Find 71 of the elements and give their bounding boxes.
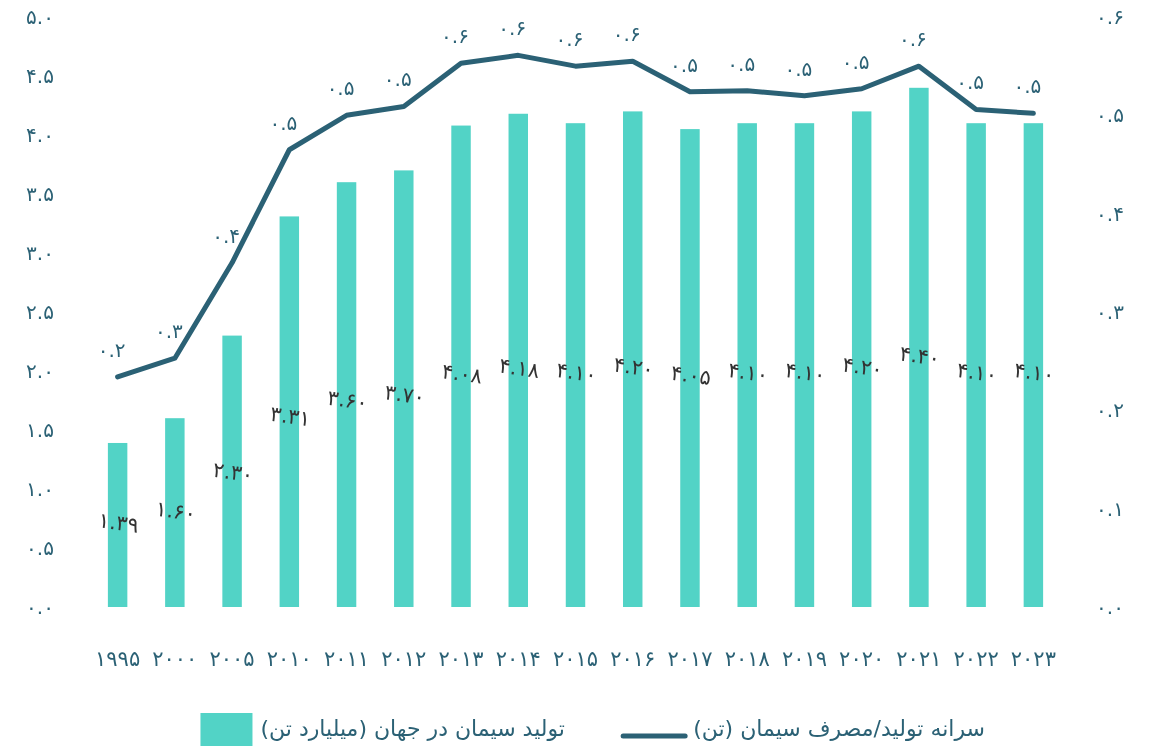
data-label: ۰.۶ [441,24,469,49]
x-tick-label: ۲۰۱۷ [667,647,713,671]
data-label: ۴.۰۸ [440,359,484,389]
y-tick-label: ۴.۵ [26,64,54,88]
y2-tick-label: ۰.۲ [1096,398,1124,423]
y-tick-label: ۲.۰ [26,359,54,383]
y2-tick-label: ۰.۳ [1096,300,1125,324]
y2-tick-label: ۰.۱ [1096,496,1124,521]
data-label: ۰.۵ [269,110,298,135]
y-tick-label: ۱.۵ [26,418,54,442]
data-label: ۰.۶ [498,16,527,41]
y-tick-label: ۲.۵ [26,300,54,324]
x-tick-label: ۲۰۲۳ [1010,647,1056,671]
x-tick-label: ۲۰۱۲ [381,647,427,671]
y-tick-label: ۳.۵ [26,182,54,206]
y2-tick-label: ۰.۰ [1096,595,1124,619]
data-label: ۴.۱۰ [726,357,770,388]
data-label: ۴.۴۰ [898,341,942,371]
x-tick-label: ۲۰۱۶ [610,647,656,671]
y-tick-label: ۵.۰ [26,5,54,29]
x-tick-label: ۲۰۲۱ [896,647,942,671]
data-label: ۰.۵ [784,56,813,81]
data-label: ۴.۱۰ [955,357,999,388]
x-tick-label: ۱۹۹۵ [95,647,141,671]
data-label: ۰.۵ [326,76,355,101]
data-label: ۰.۳ [154,319,184,344]
data-label: ۳.۶۰ [325,385,370,416]
data-label: ۳.۳۱ [268,401,313,432]
data-label: ۴.۱۰ [1012,357,1057,388]
y-tick-label: ۴.۰ [26,123,54,147]
data-label: ۰.۶ [612,22,641,47]
x-tick-label: ۲۰۱۱ [324,647,370,671]
data-label: ۳.۷۰ [383,380,427,410]
data-label: ۴.۲۰ [611,352,656,382]
data-label: ۴.۱۰ [783,357,828,388]
x-tick-label: ۲۰۱۸ [724,647,770,671]
y-tick-label: ۰.۰ [26,595,54,619]
data-label: ۴.۱۸ [497,353,541,383]
y-tick-label: ۳.۰ [26,241,54,265]
y-tick-label: ۰.۵ [26,536,54,560]
y2-tick-label: ۰.۶ [1096,5,1124,29]
x-tick-label: ۲۰۲۰ [839,647,885,671]
legend-label: سرانه تولید/مصرف سیمان (تن) [693,716,985,741]
x-tick-label: ۲۰۱۴ [495,647,541,671]
x-tick-label: ۲۰۱۰ [266,647,312,671]
x-tick-label: ۲۰۱۳ [438,647,484,671]
data-label: ۱.۳۹ [96,508,141,538]
data-label: ۰.۶ [555,27,584,52]
data-label: ۲.۳۰ [211,457,255,488]
data-label: ۰.۵ [727,51,756,76]
x-tick-label: ۲۰۲۲ [953,647,999,671]
y2-tick-label: ۰.۴ [1096,201,1124,226]
data-label: ۰.۵ [383,67,412,92]
x-tick-label: ۲۰۰۵ [209,647,255,671]
data-label: ۰.۵ [1013,74,1042,99]
data-label: ۰.۲ [97,337,126,362]
y-tick-label: ۱.۰ [26,477,54,501]
data-label: ۰.۵ [670,52,698,77]
y2-tick-label: ۰.۵ [1096,103,1124,128]
data-label: ۱.۶۰ [154,496,198,527]
data-label: ۴.۰۵ [669,360,713,391]
legend-label: تولید سیمان در جهان (میلیارد تن) [260,716,565,741]
x-tick-label: ۲۰۱۵ [552,647,599,671]
data-label: ۰.۵ [841,49,870,74]
data-label: ۰.۶ [898,27,927,52]
x-tick-label: ۲۰۱۹ [781,647,827,671]
data-label: ۴.۱۰ [554,357,599,388]
data-label: ۴.۲۰ [840,352,885,382]
data-label: ۰.۵ [956,70,985,95]
data-label: ۰.۴ [212,223,241,248]
x-tick-label: ۲۰۰۰ [152,647,198,671]
